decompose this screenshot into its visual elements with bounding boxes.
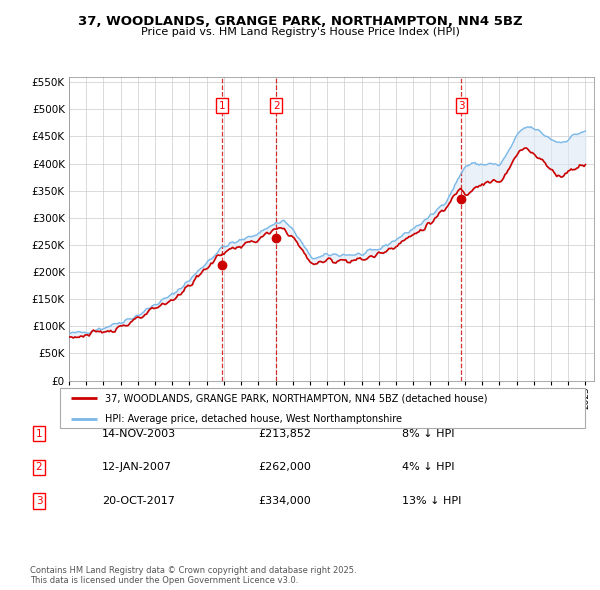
Text: 2: 2	[273, 100, 280, 110]
Text: Price paid vs. HM Land Registry's House Price Index (HPI): Price paid vs. HM Land Registry's House …	[140, 27, 460, 37]
Text: 14-NOV-2003: 14-NOV-2003	[102, 429, 176, 438]
Text: £213,852: £213,852	[258, 429, 311, 438]
Text: 37, WOODLANDS, GRANGE PARK, NORTHAMPTON, NN4 5BZ: 37, WOODLANDS, GRANGE PARK, NORTHAMPTON,…	[77, 15, 523, 28]
Text: 37, WOODLANDS, GRANGE PARK, NORTHAMPTON, NN4 5BZ (detached house): 37, WOODLANDS, GRANGE PARK, NORTHAMPTON,…	[104, 394, 487, 404]
Text: 8% ↓ HPI: 8% ↓ HPI	[402, 429, 455, 438]
Text: 1: 1	[218, 100, 225, 110]
Text: 3: 3	[458, 100, 465, 110]
FancyBboxPatch shape	[60, 388, 585, 428]
Text: £262,000: £262,000	[258, 463, 311, 472]
Text: 20-OCT-2017: 20-OCT-2017	[102, 496, 175, 506]
Text: Contains HM Land Registry data © Crown copyright and database right 2025.
This d: Contains HM Land Registry data © Crown c…	[30, 566, 356, 585]
Text: £334,000: £334,000	[258, 496, 311, 506]
Text: 3: 3	[35, 496, 43, 506]
Text: 1: 1	[35, 429, 43, 438]
Text: 2: 2	[35, 463, 43, 472]
Text: HPI: Average price, detached house, West Northamptonshire: HPI: Average price, detached house, West…	[104, 414, 401, 424]
Text: 4% ↓ HPI: 4% ↓ HPI	[402, 463, 455, 472]
Text: 13% ↓ HPI: 13% ↓ HPI	[402, 496, 461, 506]
Text: 12-JAN-2007: 12-JAN-2007	[102, 463, 172, 472]
